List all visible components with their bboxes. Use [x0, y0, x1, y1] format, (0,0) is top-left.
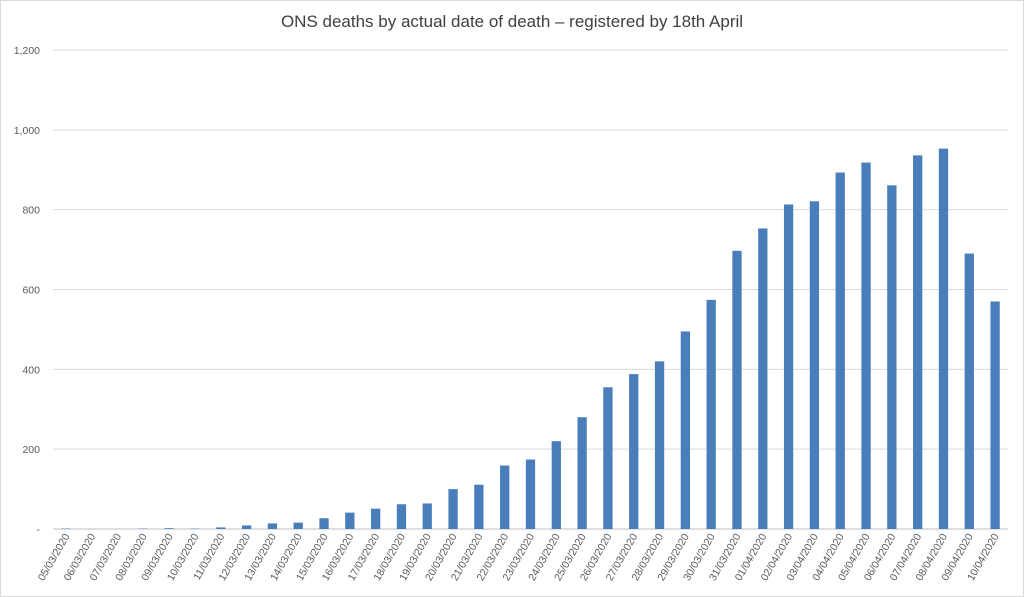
- bar: [654, 361, 665, 529]
- bar: [809, 201, 820, 529]
- bar: [525, 459, 536, 529]
- y-tick-label: 600: [22, 285, 40, 297]
- bar: [474, 484, 484, 529]
- bar: [706, 299, 716, 529]
- bar: [500, 465, 510, 529]
- bar: [732, 250, 742, 530]
- bar: [345, 512, 355, 529]
- bar: [783, 204, 794, 530]
- y-tick-label: 400: [22, 364, 40, 376]
- bar: [758, 228, 768, 530]
- bar: [680, 331, 691, 529]
- y-tick-label: -: [37, 524, 41, 536]
- x-axis-ticks: 05/03/202006/03/202007/03/202008/03/2020…: [36, 531, 1002, 583]
- bar: [990, 301, 1000, 529]
- bar: [861, 162, 871, 529]
- y-tick-label: 1,000: [14, 125, 40, 137]
- y-tick-label: 1,200: [14, 45, 40, 57]
- bar: [938, 148, 949, 529]
- bar: [913, 155, 923, 529]
- bar: [448, 489, 458, 529]
- bar: [267, 523, 278, 529]
- bar: [164, 528, 174, 529]
- bar: [629, 374, 639, 529]
- bar: [551, 441, 561, 529]
- chart-title: ONS deaths by actual date of death – reg…: [280, 12, 744, 31]
- bars: [61, 148, 1000, 530]
- bar: [964, 253, 974, 529]
- bar: [396, 504, 407, 529]
- y-tick-label: 200: [22, 444, 40, 456]
- bar: [603, 387, 613, 529]
- bar: [370, 508, 381, 529]
- bar: [887, 185, 897, 529]
- y-axis-ticks: - 200 400 600 800 1,000 1,200: [14, 45, 41, 536]
- bar: [835, 172, 845, 529]
- gridlines: [53, 49, 1008, 530]
- bar: [319, 518, 329, 529]
- y-tick-label: 800: [22, 205, 40, 217]
- bar: [241, 525, 252, 529]
- bar: [293, 522, 303, 529]
- bar: [577, 417, 587, 529]
- bar: [216, 527, 226, 529]
- bar: [422, 503, 432, 529]
